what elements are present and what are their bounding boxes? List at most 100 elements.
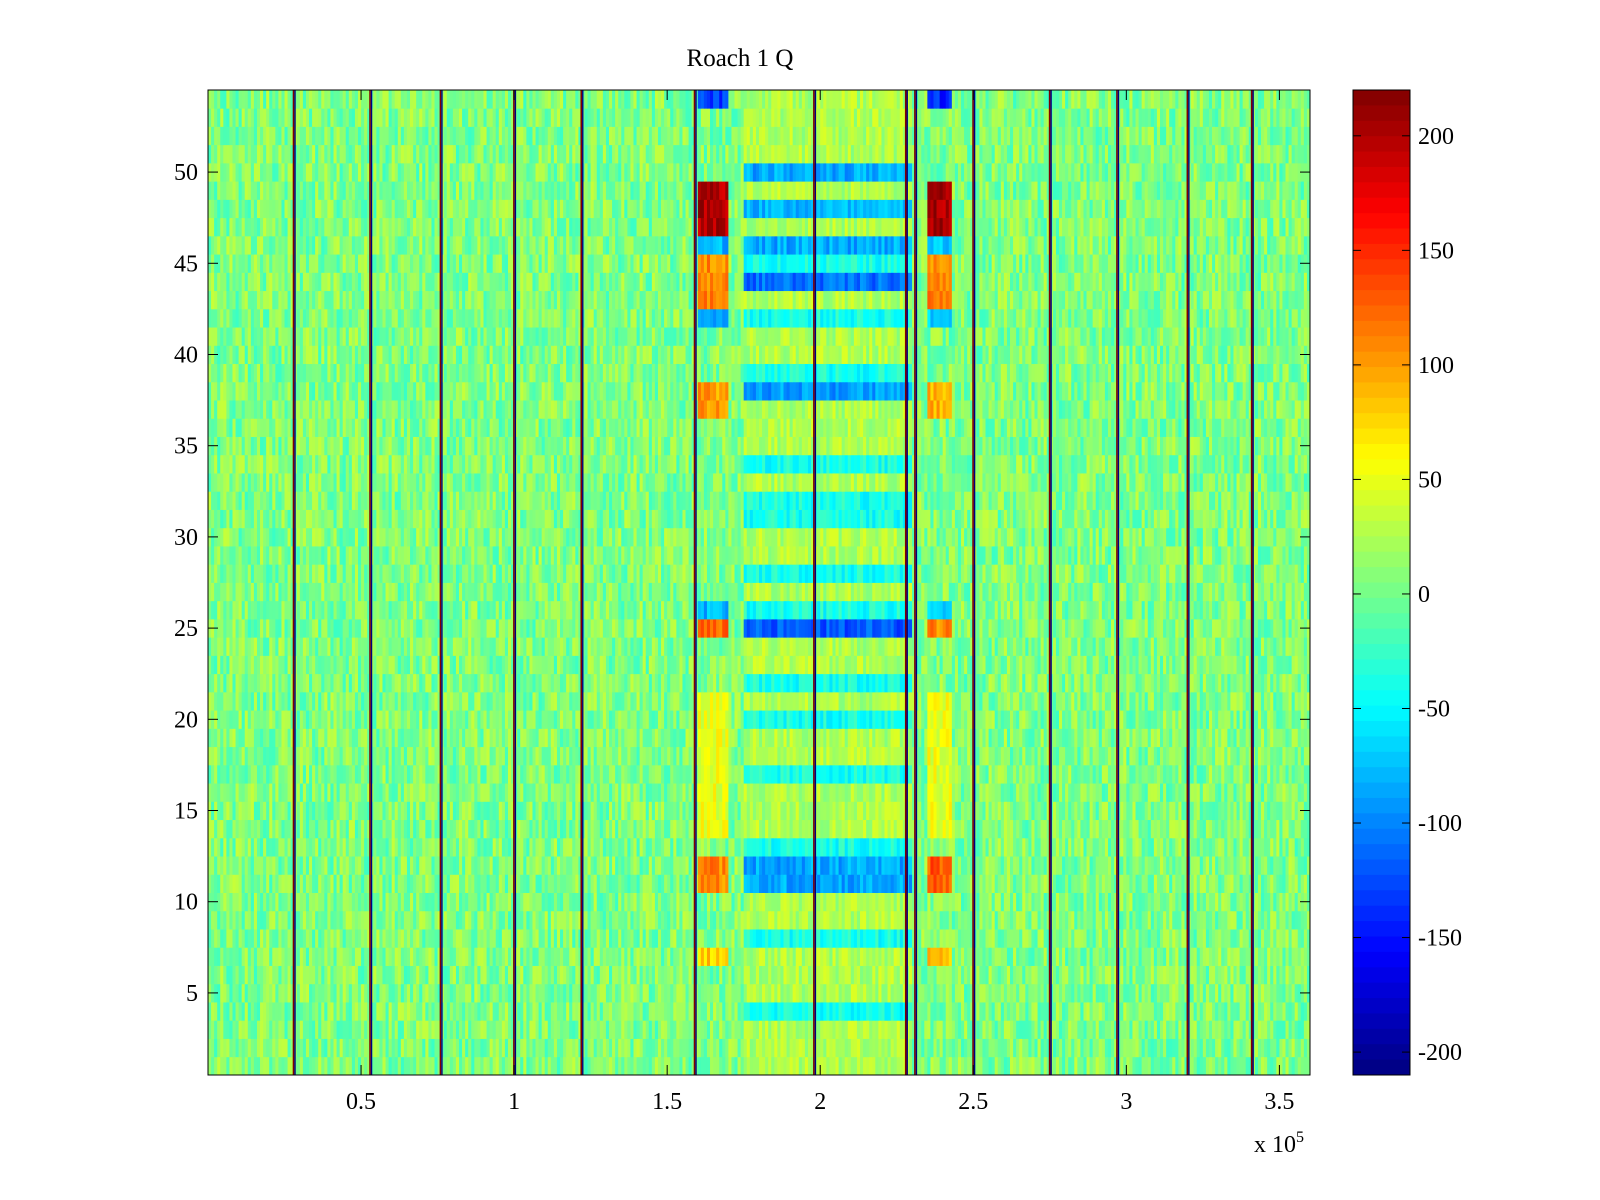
heatmap-cell bbox=[449, 1056, 454, 1076]
heatmap-cell bbox=[912, 983, 916, 1003]
heatmap-cell bbox=[676, 947, 680, 966]
heatmap-cell bbox=[299, 892, 304, 912]
heatmap-cell bbox=[223, 837, 227, 857]
heatmap-cell bbox=[315, 1038, 319, 1058]
heatmap-cell bbox=[1034, 965, 1038, 985]
heatmap-cell bbox=[351, 947, 356, 966]
heatmap-cell bbox=[281, 929, 285, 948]
heatmap-cell bbox=[465, 874, 469, 893]
heatmap-cell bbox=[887, 874, 892, 893]
heatmap-cell bbox=[621, 892, 625, 912]
heatmap-cell bbox=[495, 929, 500, 948]
heatmap-cell bbox=[1028, 947, 1032, 966]
heatmap-cell bbox=[220, 892, 224, 912]
heatmap-cell bbox=[1101, 1002, 1106, 1021]
heatmap-cell bbox=[587, 929, 592, 948]
heatmap-cell bbox=[351, 1038, 356, 1058]
heatmap-cell bbox=[1111, 874, 1115, 893]
heatmap-cell bbox=[633, 1056, 637, 1076]
heatmap-cell bbox=[667, 910, 671, 930]
heatmap-cell bbox=[504, 1056, 509, 1076]
heatmap-cell bbox=[893, 1002, 898, 1021]
heatmap-cell bbox=[1111, 819, 1115, 839]
heatmap-cell bbox=[556, 819, 561, 839]
heatmap-cell bbox=[278, 983, 282, 1003]
heatmap-cell bbox=[841, 947, 846, 966]
heatmap-cell bbox=[749, 1002, 754, 1021]
heatmap-cell bbox=[1218, 947, 1222, 966]
heatmap-cell bbox=[700, 983, 705, 1003]
heatmap-cell bbox=[578, 947, 582, 966]
heatmap-cell bbox=[1025, 856, 1029, 875]
heatmap-cell bbox=[296, 819, 301, 839]
heatmap-cell bbox=[553, 819, 558, 839]
heatmap-cell bbox=[866, 965, 870, 985]
heatmap-cell bbox=[544, 819, 549, 839]
heatmap-cell bbox=[1178, 1002, 1182, 1021]
heatmap-cell bbox=[1239, 983, 1244, 1003]
heatmap-cell bbox=[1107, 1002, 1112, 1021]
heatmap-cell bbox=[673, 856, 677, 875]
heatmap-cell bbox=[1129, 837, 1133, 857]
heatmap-cell bbox=[654, 965, 659, 985]
heatmap-cell bbox=[1242, 892, 1247, 912]
heatmap-cell bbox=[486, 856, 491, 875]
heatmap-cell bbox=[471, 1002, 475, 1021]
heatmap-cell bbox=[379, 874, 383, 893]
heatmap-cell bbox=[416, 1056, 420, 1076]
heatmap-cell bbox=[765, 983, 769, 1003]
heatmap-cell bbox=[1129, 1056, 1133, 1076]
heatmap-cell bbox=[725, 1020, 729, 1039]
heatmap-cell bbox=[1025, 929, 1029, 948]
heatmap-cell bbox=[361, 874, 365, 893]
heatmap-cell bbox=[1043, 874, 1048, 893]
heatmap-cell bbox=[1074, 1002, 1078, 1021]
heatmap-cell bbox=[443, 837, 448, 857]
heatmap-cell bbox=[275, 874, 279, 893]
heatmap-cell bbox=[385, 1056, 389, 1076]
heatmap-cell bbox=[1052, 856, 1057, 875]
heatmap-cell bbox=[930, 1056, 934, 1076]
heatmap-cell bbox=[315, 1056, 319, 1076]
heatmap-cell bbox=[327, 874, 331, 893]
heatmap-cell bbox=[1300, 1020, 1305, 1039]
heatmap-cell bbox=[636, 1002, 641, 1021]
heatmap-cell bbox=[795, 1002, 800, 1021]
heatmap-cell bbox=[618, 929, 622, 948]
heatmap-cell bbox=[820, 910, 824, 930]
heatmap-cell bbox=[1227, 1002, 1231, 1021]
heatmap-cell bbox=[462, 837, 466, 857]
heatmap-cell bbox=[1294, 892, 1299, 912]
heatmap-cell bbox=[413, 1056, 417, 1076]
heatmap-cell bbox=[486, 929, 491, 948]
heatmap-cell bbox=[1300, 965, 1305, 985]
heatmap-cell bbox=[569, 874, 573, 893]
heatmap-cell bbox=[483, 1038, 487, 1058]
heatmap-cell bbox=[725, 965, 729, 985]
heatmap-cell bbox=[1190, 947, 1195, 966]
heatmap-cell bbox=[397, 892, 402, 912]
heatmap-cell bbox=[379, 965, 383, 985]
heatmap-cell bbox=[474, 819, 478, 839]
heatmap-cell bbox=[538, 1038, 543, 1058]
heatmap-cell bbox=[593, 1002, 598, 1021]
heatmap-cell bbox=[1221, 965, 1225, 985]
heatmap-cell bbox=[260, 819, 264, 839]
heatmap-cell bbox=[315, 947, 319, 966]
heatmap-cell bbox=[1126, 929, 1130, 948]
heatmap-cell bbox=[1080, 856, 1084, 875]
heatmap-cell bbox=[385, 892, 389, 912]
heatmap-cell bbox=[1257, 892, 1262, 912]
heatmap-cell bbox=[1163, 819, 1167, 839]
heatmap-cell bbox=[921, 910, 925, 930]
heatmap-cell bbox=[1196, 837, 1201, 857]
heatmap-cell bbox=[220, 947, 224, 966]
heatmap-cell bbox=[664, 983, 668, 1003]
heatmap-cell bbox=[661, 983, 665, 1003]
heatmap-cell bbox=[902, 929, 907, 948]
heatmap-cell bbox=[250, 929, 255, 948]
heatmap-cell bbox=[997, 837, 1002, 857]
heatmap-cell bbox=[504, 965, 509, 985]
heatmap-cell bbox=[875, 965, 879, 985]
heatmap-cell bbox=[336, 910, 341, 930]
